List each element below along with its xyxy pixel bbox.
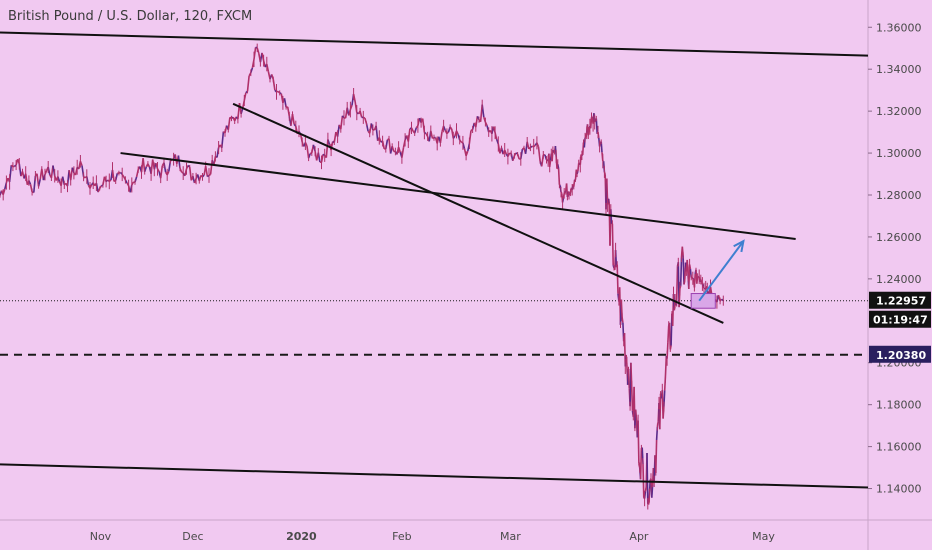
x-tick-label: Feb — [392, 530, 411, 543]
support-text: 1.20380 — [876, 349, 926, 362]
price-segment — [682, 255, 685, 285]
x-tick-label: Apr — [629, 530, 649, 543]
y-tick-label: 1.16000 — [876, 441, 922, 454]
price-segment — [616, 264, 619, 294]
y-tick-label: 1.34000 — [876, 63, 922, 76]
y-tick-label: 1.30000 — [876, 147, 922, 160]
y-tick-label: 1.36000 — [876, 21, 922, 34]
symbol-title: British Pound / U.S. Dollar, 120, FXCM — [8, 9, 253, 24]
last-price-text: 1.22957 — [876, 295, 926, 308]
x-tick-label: 2020 — [286, 530, 317, 543]
price-segment — [188, 166, 193, 181]
countdown-badge — [869, 310, 931, 328]
projection-arrow-line[interactable] — [698, 240, 745, 302]
falling-trend-trendline[interactable] — [232, 102, 724, 324]
x-tick-label: May — [752, 530, 775, 543]
y-tick-label: 1.28000 — [876, 189, 922, 202]
y-tick-label: 1.26000 — [876, 231, 922, 244]
y-tick-label: 1.32000 — [876, 105, 922, 118]
rising-support-trendline[interactable] — [120, 152, 796, 241]
x-tick-label: Dec — [182, 530, 203, 543]
last-price-badge — [869, 291, 931, 309]
highlight-box[interactable] — [690, 293, 716, 309]
support-badge — [869, 345, 931, 363]
y-tick-label: 1.18000 — [876, 399, 922, 412]
y-tick-label: 1.24000 — [876, 273, 922, 286]
price-segment — [246, 75, 250, 92]
price-segment — [655, 439, 658, 473]
price-segment — [639, 448, 643, 480]
price-segment — [627, 368, 631, 389]
y-tick-label: 1.14000 — [876, 483, 922, 496]
price-segment — [659, 393, 662, 430]
x-tick-label: Nov — [90, 530, 112, 543]
projection-arrow-head — [733, 239, 745, 253]
price-segment — [668, 322, 672, 350]
price-segment — [646, 452, 649, 504]
x-tick-label: Mar — [500, 530, 521, 543]
upper-channel-trendline[interactable] — [0, 31, 869, 57]
price-segment — [611, 223, 614, 266]
countdown-text: 01:19:47 — [873, 314, 928, 327]
price-segment — [637, 420, 640, 464]
lower-channel-trendline[interactable] — [0, 463, 869, 489]
